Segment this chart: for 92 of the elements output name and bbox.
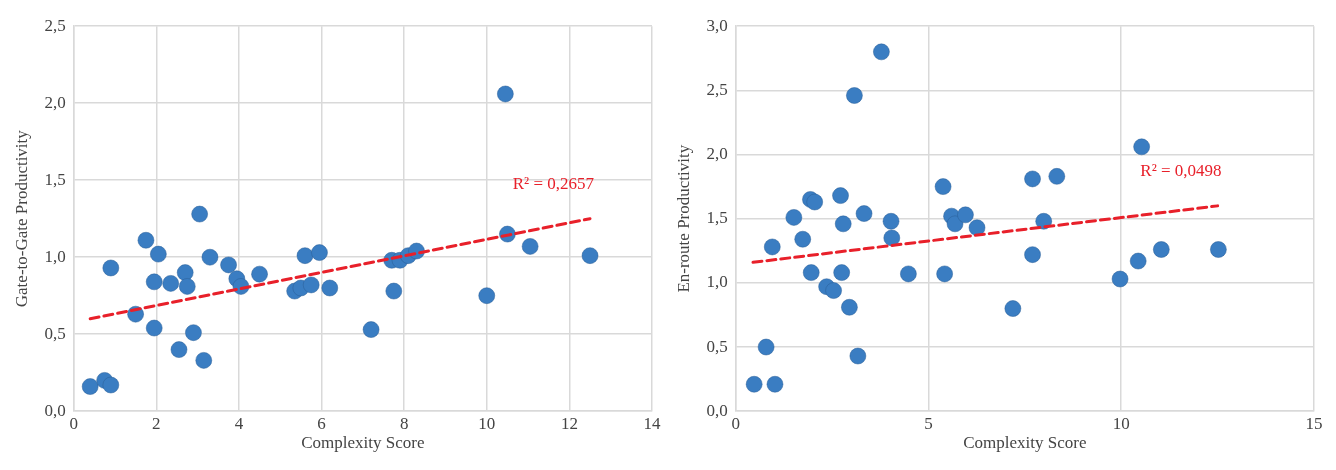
y-tick-label: 1,5 xyxy=(44,169,66,189)
point xyxy=(162,275,179,292)
point xyxy=(936,265,953,283)
point xyxy=(385,282,403,300)
point xyxy=(1048,168,1066,185)
point xyxy=(846,87,863,104)
annotation: R² = 0,0498 xyxy=(1140,160,1222,180)
y-tick-label: 2,0 xyxy=(44,92,66,112)
point xyxy=(794,230,811,248)
x-tick-label: 10 xyxy=(478,413,496,433)
point xyxy=(191,205,208,223)
point xyxy=(841,299,858,316)
point xyxy=(311,244,328,261)
point xyxy=(362,321,380,338)
y-tick-label: 2,5 xyxy=(706,79,728,99)
point xyxy=(521,238,539,255)
point xyxy=(145,273,163,291)
point xyxy=(766,376,784,393)
point xyxy=(882,213,900,230)
point xyxy=(251,265,268,283)
point xyxy=(321,279,339,297)
point xyxy=(757,338,775,356)
point xyxy=(81,378,99,395)
point xyxy=(745,376,763,393)
x-tick-label: 2 xyxy=(152,413,161,433)
x-tick-label: 6 xyxy=(317,413,326,433)
point xyxy=(833,264,850,281)
x-tick-label: 0 xyxy=(69,413,78,433)
point xyxy=(1004,300,1022,317)
point xyxy=(195,352,213,369)
point xyxy=(1210,241,1227,258)
x-tick-label: 10 xyxy=(1112,413,1130,433)
point xyxy=(883,229,901,247)
point xyxy=(764,238,781,256)
y-tick-label: 3,0 xyxy=(706,15,728,35)
x-tick-label: 15 xyxy=(1305,413,1323,433)
point xyxy=(946,215,964,233)
point xyxy=(855,205,873,222)
y-tick-label: 1,0 xyxy=(44,246,66,266)
x-tick-label: 14 xyxy=(643,413,661,433)
point xyxy=(497,85,514,103)
x-tick-label: 8 xyxy=(399,413,409,433)
point xyxy=(1111,270,1129,288)
point xyxy=(296,247,314,264)
point xyxy=(478,287,496,304)
point xyxy=(302,276,320,294)
y-tick-label: 1,0 xyxy=(706,272,728,292)
point xyxy=(145,319,163,337)
point xyxy=(179,278,196,295)
point xyxy=(957,206,974,224)
y-tick-label: 2,0 xyxy=(706,144,728,163)
point xyxy=(968,219,986,236)
point xyxy=(170,341,188,358)
x-tick-label: 0 xyxy=(731,413,740,433)
x-axis-title: Complexity Score xyxy=(963,433,1087,453)
point xyxy=(873,43,890,61)
point xyxy=(1024,170,1041,188)
point xyxy=(137,232,155,249)
y-tick-label: 0,5 xyxy=(706,336,728,356)
point xyxy=(806,193,823,211)
point xyxy=(102,376,120,394)
x-tick-label: 5 xyxy=(924,413,933,433)
point xyxy=(900,265,917,283)
y-tick-label: 1,5 xyxy=(706,208,728,228)
point xyxy=(832,187,849,204)
point xyxy=(102,259,120,277)
point xyxy=(802,264,820,281)
point xyxy=(581,247,599,264)
point xyxy=(1024,246,1041,263)
point xyxy=(1153,241,1170,258)
x-axis-title: Complexity Score xyxy=(301,433,425,453)
annotation: R² = 0,2657 xyxy=(512,173,595,193)
y-tick-label: 0,0 xyxy=(706,400,728,420)
point xyxy=(1133,138,1150,156)
point xyxy=(934,178,952,195)
point xyxy=(185,324,202,341)
y-axis-title: En-route Productivity xyxy=(673,144,693,293)
x-tick-label: 4 xyxy=(234,413,244,433)
point xyxy=(176,264,194,281)
y-tick-label: 0,5 xyxy=(44,323,66,343)
point xyxy=(825,282,842,299)
point xyxy=(201,248,219,266)
y-tick-label: 2,5 xyxy=(44,15,66,35)
point xyxy=(150,245,167,263)
point xyxy=(834,215,852,233)
y-axis-title: Gate-to-Gate Productivity xyxy=(11,129,31,308)
point xyxy=(785,209,803,226)
point xyxy=(220,256,237,274)
x-tick-label: 12 xyxy=(560,413,578,433)
point xyxy=(1129,252,1147,270)
y-tick-label: 0,0 xyxy=(44,400,66,420)
point xyxy=(849,347,867,365)
